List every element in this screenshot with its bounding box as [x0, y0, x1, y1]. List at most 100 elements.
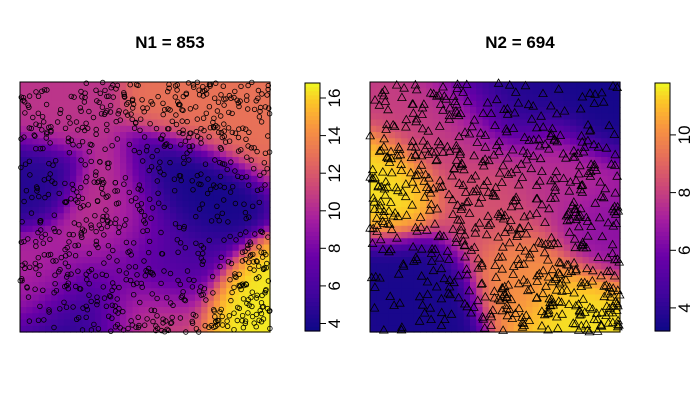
heatmap-cell: [470, 144, 477, 152]
heatmap-cell: [251, 144, 259, 152]
heatmap-cell: [601, 294, 609, 302]
data-point: [467, 121, 477, 131]
heatmap-cell: [170, 288, 177, 296]
heatmap-cell: [151, 207, 159, 214]
colorbar-swatch: [305, 202, 320, 208]
heatmap-cell: [582, 100, 590, 108]
heatmap-cell: [220, 294, 227, 302]
heatmap-cell: [113, 119, 121, 127]
heatmap-cell: [526, 138, 534, 146]
heatmap-cell: [263, 169, 271, 177]
heatmap-cell: [132, 188, 140, 196]
data-point: [525, 284, 536, 293]
heatmap-cell: [495, 238, 502, 246]
heatmap-cell: [376, 250, 384, 258]
heatmap-cell: [70, 169, 77, 177]
data-point: [451, 233, 462, 242]
heatmap-cell: [388, 169, 396, 177]
data-point: [18, 94, 24, 100]
heatmap-cell: [382, 163, 390, 171]
heatmap-cell: [188, 257, 196, 264]
data-point: [436, 320, 447, 329]
heatmap-cell: [607, 213, 615, 221]
heatmap-cell: [88, 138, 96, 146]
heatmap-cell: [20, 107, 27, 114]
heatmap-cell: [120, 82, 127, 89]
heatmap-cell: [226, 175, 234, 183]
data-point: [52, 180, 58, 186]
data-point: [154, 325, 161, 331]
heatmap-cell: [401, 288, 409, 296]
heatmap-cell: [107, 125, 115, 133]
heatmap-cell: [88, 169, 96, 177]
heatmap-cell: [407, 288, 415, 296]
heatmap-cell: [463, 257, 471, 264]
heatmap-cell: [138, 294, 146, 302]
heatmap-cell: [126, 288, 134, 296]
heatmap-cell: [588, 225, 596, 233]
data-point: [466, 245, 477, 254]
data-point: [225, 259, 232, 265]
heatmap-cell: [413, 313, 421, 321]
heatmap-cell: [45, 269, 52, 277]
data-point: [228, 297, 234, 304]
colorbar-swatch: [655, 194, 670, 200]
heatmap-cell: [595, 107, 602, 114]
data-point: [599, 291, 610, 301]
heatmap-cell: [101, 325, 109, 333]
data-point: [256, 317, 262, 323]
data-point: [70, 231, 76, 238]
heatmap-cell: [76, 194, 84, 202]
data-point: [607, 307, 618, 317]
heatmap-cell: [445, 125, 452, 133]
heatmap-cell: [507, 157, 515, 164]
heatmap-cell: [95, 288, 102, 296]
colorbar-tick-label: 6: [675, 246, 694, 255]
heatmap-cell: [470, 107, 477, 114]
data-point: [453, 270, 464, 280]
data-point: [114, 296, 120, 302]
heatmap-cell: [432, 325, 440, 333]
heatmap-cell: [70, 257, 77, 264]
heatmap-cell: [601, 300, 609, 308]
data-point: [37, 263, 43, 269]
colorbar-swatch: [305, 153, 320, 158]
heatmap-cell: [426, 250, 434, 258]
heatmap-cell: [395, 269, 402, 277]
heatmap-cell: [438, 88, 446, 96]
data-point: [432, 154, 442, 164]
heatmap-cell: [26, 263, 34, 271]
data-point: [582, 325, 593, 334]
data-point: [129, 105, 136, 111]
heatmap-cell: [145, 113, 152, 121]
data-point: [555, 258, 566, 267]
heatmap-cell: [382, 300, 390, 308]
heatmap-cell: [595, 207, 602, 214]
heatmap-cell: [113, 275, 121, 283]
heatmap-cell: [132, 275, 140, 283]
heatmap-cell: [26, 282, 34, 289]
heatmap-cell: [145, 319, 152, 327]
data-point: [537, 166, 547, 175]
heatmap-cell: [607, 313, 615, 321]
heatmap-cell: [388, 288, 396, 296]
heatmap-cell: [232, 238, 240, 246]
data-point: [585, 124, 596, 134]
data-point: [254, 292, 260, 298]
heatmap-cell: [570, 100, 577, 108]
heatmap-cell: [176, 132, 184, 139]
heatmap-cell: [413, 319, 421, 327]
heatmap-cell: [457, 307, 465, 314]
heatmap-cell: [376, 244, 384, 252]
data-point: [178, 294, 184, 301]
heatmap-cell: [570, 113, 577, 121]
heatmap-cell: [126, 275, 134, 283]
heatmap-cell: [257, 175, 265, 183]
heatmap-cell: [551, 250, 559, 258]
heatmap-cell: [470, 150, 477, 158]
heatmap-cell: [26, 150, 34, 158]
heatmap-cell: [538, 244, 546, 252]
heatmap-cell: [257, 94, 265, 102]
heatmap-cell: [88, 144, 96, 152]
heatmap-cell: [188, 307, 196, 314]
